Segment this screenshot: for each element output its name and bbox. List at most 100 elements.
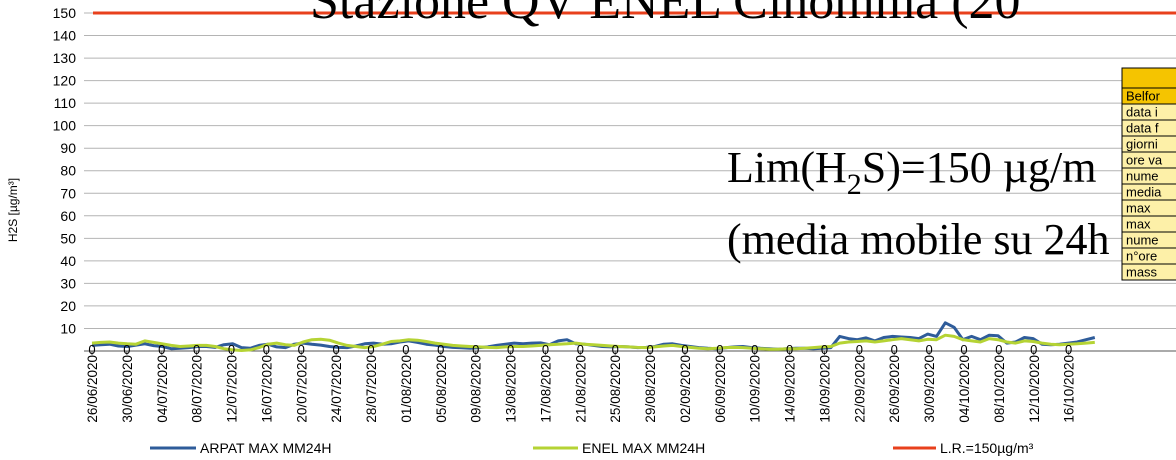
stats-box-label: ore va <box>1126 153 1163 168</box>
zero-marker: 0 <box>333 342 340 357</box>
series-lines: 0 0 0 0 0 0 0 0 0 0 0 0 0 0 0 0 0 0 0 0 0 0 0 0 0 0 0 0 0 <box>88 11 1176 357</box>
x-tick-label: 20/07/2020 <box>294 355 309 423</box>
x-tick-label: 08/07/2020 <box>190 355 205 423</box>
zero-marker: 0 <box>751 342 758 357</box>
stats-box-label: n°ore <box>1126 249 1157 264</box>
y-tick-label: 30 <box>60 275 76 291</box>
y-tick-label: 130 <box>53 50 77 66</box>
y-tick-label: 20 <box>60 298 76 314</box>
y-tick-label: 80 <box>60 163 76 179</box>
x-tick-label: 21/08/2020 <box>573 355 588 423</box>
zero-marker: 0 <box>786 342 793 357</box>
legend-label: ARPAT MAX MM24H <box>200 440 331 456</box>
x-tick-label: 24/07/2020 <box>329 355 344 423</box>
x-tick-label: 30/09/2020 <box>922 355 937 423</box>
x-tick-label: 10/09/2020 <box>748 355 763 423</box>
stats-box-label: nume <box>1126 233 1159 248</box>
y-tick-label: 40 <box>60 253 76 269</box>
stats-box-label: max <box>1126 201 1151 216</box>
x-tick-label: 08/10/2020 <box>992 355 1007 423</box>
x-tick-label: 01/08/2020 <box>399 355 414 423</box>
zero-marker: 0 <box>612 342 619 357</box>
zero-marker: 0 <box>577 342 584 357</box>
x-tick-label: 14/09/2020 <box>783 355 798 423</box>
zero-marker: 0 <box>542 342 549 357</box>
zero-marker: 0 <box>472 342 479 357</box>
zero-marker: 0 <box>821 342 828 357</box>
gridlines <box>84 12 1176 329</box>
x-tick-label: 16/07/2020 <box>259 355 274 423</box>
x-tick-label: 13/08/2020 <box>504 355 519 423</box>
stats-box-label: giorni <box>1126 137 1158 152</box>
x-tick-label: 25/08/2020 <box>608 355 623 423</box>
zero-marker: 0 <box>1030 342 1037 357</box>
y-tick-label: 50 <box>60 230 76 246</box>
x-tick-label: 09/08/2020 <box>469 355 484 423</box>
x-tick-label: 02/09/2020 <box>678 355 693 423</box>
stats-box-label: data f <box>1126 121 1159 136</box>
y-axis-ticks: 10 20 30 40 50 60 70 80 90 100 110 120 130 140 150 <box>53 5 77 336</box>
x-tick-label: 16/10/2020 <box>1062 355 1077 423</box>
x-tick-label: 18/09/2020 <box>817 355 832 423</box>
stats-box-label: data i <box>1126 105 1158 120</box>
x-tick-label: 26/06/2020 <box>85 355 100 423</box>
y-axis-label: H2S [µg/m³] <box>6 178 20 242</box>
legend-label: L.R.=150µg/m³ <box>940 440 1034 456</box>
zero-marker: 0 <box>437 342 444 357</box>
annotation-subscript: 2 <box>847 168 862 201</box>
x-tick-label: 12/10/2020 <box>1027 355 1042 423</box>
zero-marker: 0 <box>263 342 270 357</box>
zero-marker: 0 <box>228 342 235 357</box>
y-tick-label: 100 <box>53 118 77 134</box>
legend-label: ENEL MAX MM24H <box>582 440 705 456</box>
zero-marker: 0 <box>367 342 374 357</box>
x-tick-label: 29/08/2020 <box>643 355 658 423</box>
annotation-line-1-rest: S)=150 µg/m <box>862 143 1097 192</box>
x-tick-label: 22/09/2020 <box>852 355 867 423</box>
x-tick-label: 04/07/2020 <box>155 355 170 423</box>
series-line-enel-max-mm24h <box>91 333 1095 352</box>
zero-marker: 0 <box>960 342 967 357</box>
stats-box-header <box>1121 67 1176 89</box>
x-tick-label: 17/08/2020 <box>538 355 553 423</box>
zero-marker: 0 <box>1065 342 1072 357</box>
y-tick-label: 60 <box>60 208 76 224</box>
zero-marker: 0 <box>995 342 1002 357</box>
zero-marker: 0 <box>926 342 933 357</box>
stats-box-label: nume <box>1126 169 1159 184</box>
zero-marker: 0 <box>88 342 95 357</box>
x-tick-label: 28/07/2020 <box>364 355 379 423</box>
y-tick-label: 70 <box>60 185 76 201</box>
y-tick-label: 140 <box>53 28 77 44</box>
x-axis-ticks: 26/06/2020 30/06/2020 04/07/2020 08/07/2020… <box>85 351 1077 423</box>
limit-annotation: Lim(H2S)=150 µg/m (media mobile su 24h <box>727 143 1110 264</box>
zero-marker: 0 <box>158 342 165 357</box>
stats-box-label: media <box>1126 185 1162 200</box>
annotation-line-2: (media mobile su 24h <box>727 215 1110 264</box>
x-tick-label: 06/09/2020 <box>713 355 728 423</box>
zero-marker: 0 <box>123 342 130 357</box>
y-tick-label: 90 <box>60 140 76 156</box>
stats-box-label: Belfor <box>1126 89 1161 104</box>
y-tick-label: 110 <box>54 95 77 111</box>
y-tick-label: 10 <box>60 320 76 336</box>
y-tick-label: 150 <box>53 5 77 21</box>
y-tick-label: 120 <box>53 73 77 89</box>
x-tick-label: 30/06/2020 <box>120 355 135 423</box>
chart-title: Stazione QV ENEL Cinomma (20 <box>310 0 1021 30</box>
x-tick-label: 04/10/2020 <box>957 355 972 423</box>
stats-box-label: max <box>1126 217 1151 232</box>
zero-marker: 0 <box>856 342 863 357</box>
stats-box-row <box>1121 263 1176 281</box>
x-tick-label: 12/07/2020 <box>225 355 240 423</box>
legend: ARPAT MAX MM24H ENEL MAX MM24H L.R.=150µg/… <box>150 440 1034 456</box>
zero-marker: 0 <box>193 342 200 357</box>
zero-marker: 0 <box>507 342 514 357</box>
annotation-line-1: Lim(H2S)=150 µg/m <box>727 143 1097 201</box>
zero-marker: 0 <box>681 342 688 357</box>
zero-marker: 0 <box>646 342 653 357</box>
stats-box-label: mass <box>1126 265 1158 280</box>
zero-marker: 0 <box>891 342 898 357</box>
